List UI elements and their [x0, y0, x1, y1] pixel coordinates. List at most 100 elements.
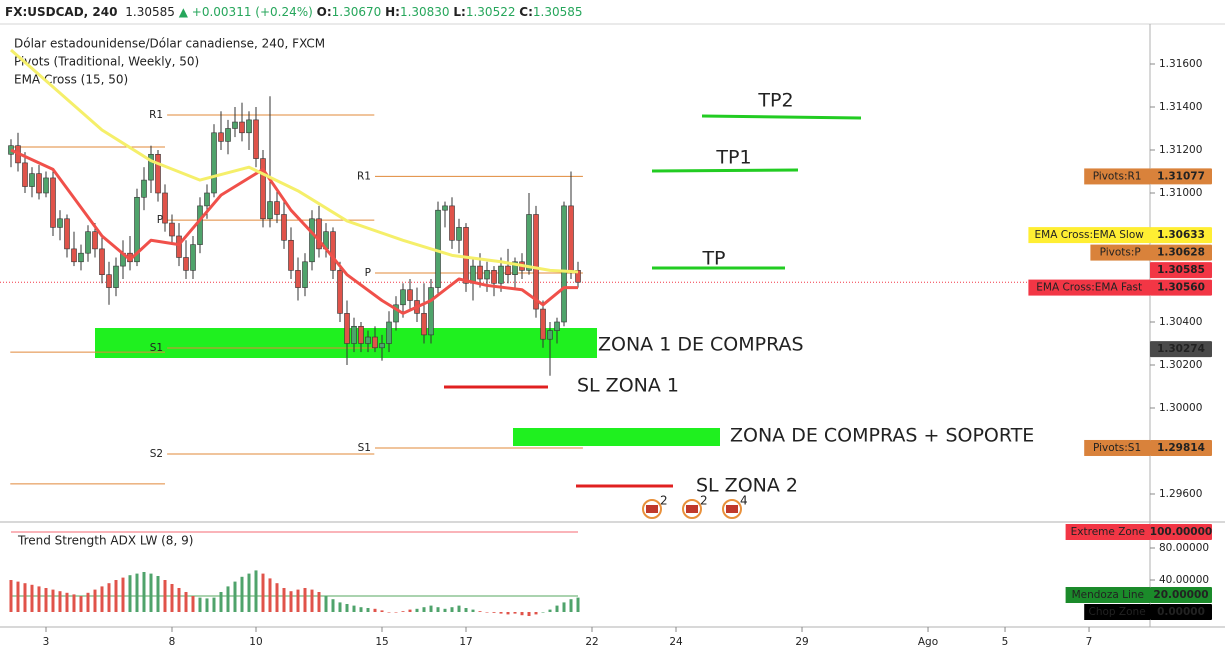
price-tag-value: 1.31077 [1157, 170, 1205, 182]
candle-body [50, 177, 56, 228]
adx-bar [387, 612, 391, 613]
adx-bar [450, 607, 454, 612]
y-tick-label: 40.00000 [1159, 574, 1209, 586]
price-tag-name-box [1028, 279, 1150, 296]
price-tag-name-box [1084, 604, 1150, 620]
adx-bar [44, 588, 48, 612]
pivot-label: S1 [150, 342, 163, 354]
adx-bar [114, 580, 118, 612]
y-tick-label: 1.30200 [1159, 359, 1202, 371]
candle-body [568, 205, 574, 271]
price-tag [1150, 604, 1212, 620]
candle-body [484, 270, 490, 280]
event-count: 2 [700, 494, 708, 508]
candle-body [365, 336, 371, 344]
pivot-label: R1 [149, 109, 163, 121]
x-tick-label: 8 [169, 636, 176, 648]
candle-body [253, 119, 259, 159]
adx-bar [338, 602, 342, 612]
candle-body [512, 261, 518, 275]
pivot-label: P [365, 267, 371, 279]
candle-body [85, 231, 91, 254]
price-tag [1150, 262, 1212, 279]
adx-bar [296, 589, 300, 612]
adx-bar [142, 572, 146, 612]
y-tick-label: 1.30000 [1159, 402, 1202, 414]
ohlc-value: 1.30670 [332, 5, 382, 19]
event-count: 2 [660, 494, 668, 508]
y-tick-label: 1.31600 [1159, 58, 1202, 70]
candle-body [533, 214, 539, 310]
adx-bar [163, 580, 167, 612]
adx-bar [261, 573, 265, 612]
candle-body [141, 179, 147, 198]
price-tag [1150, 168, 1212, 185]
legend-entry: Dólar estadounidense/Dólar canadiense, 2… [14, 37, 325, 51]
adx-bar [485, 612, 489, 613]
y-tick-label: 1.31200 [1159, 144, 1202, 156]
ohlc-label: H: [385, 5, 400, 19]
candle-body [344, 313, 350, 344]
candle-body [113, 265, 119, 288]
y-tick-label: 80.00000 [1159, 542, 1209, 554]
target-line [651, 168, 799, 173]
adx-bar [576, 597, 580, 612]
legend-entry: Pivots (Traditional, Weekly, 50) [14, 55, 199, 69]
adx-bar [51, 589, 55, 612]
candle-body [176, 235, 182, 258]
x-tick-label: 17 [459, 636, 472, 648]
adx-bar [415, 608, 419, 612]
candle-body [197, 205, 203, 245]
candle-body [22, 162, 28, 187]
legend-entry: EMA Cross (15, 50) [14, 73, 128, 87]
adx-bar [156, 576, 160, 612]
price-tag-value: 0.00000 [1157, 606, 1205, 618]
symbol: FX:USDCAD, 240 [5, 5, 117, 19]
adx-bar [205, 598, 209, 612]
adx-bar [359, 607, 363, 612]
candle-body [449, 205, 455, 241]
adx-bar [198, 597, 202, 612]
x-tick-label: 29 [795, 636, 808, 648]
candle-body [309, 218, 315, 263]
adx-bar [492, 612, 496, 613]
header: FX:USDCAD, 240 1.30585 ▲ +0.00311 (+0.24… [5, 5, 583, 19]
candle-body [246, 119, 252, 134]
price-tag-name: Chop Zone [1089, 606, 1146, 618]
adx-bar [422, 607, 426, 612]
change: +0.00311 (+0.24%) [192, 5, 313, 19]
price-tag-value: 1.30585 [1157, 264, 1205, 276]
adx-bar [226, 586, 230, 612]
adx-bar [317, 592, 321, 612]
x-tick-label: 10 [249, 636, 262, 648]
candle-body [183, 257, 189, 271]
price-tag-name-box [1090, 244, 1150, 261]
ohlc-label: C: [519, 5, 533, 19]
price-tag [1150, 587, 1212, 603]
adx-bar [394, 612, 398, 613]
adx-bar [310, 589, 314, 612]
candle-body [337, 270, 343, 314]
candle-body [225, 128, 231, 142]
adx-bar [345, 604, 349, 612]
x-tick-label: 3 [43, 636, 50, 648]
adx-bar [527, 612, 531, 616]
adx-bar [373, 608, 377, 612]
candle-body [169, 222, 175, 237]
price-tag-value: 1.29814 [1157, 442, 1205, 454]
adx-bar [23, 583, 27, 612]
candle-body [71, 248, 77, 263]
adx-bar [254, 570, 258, 612]
price-tag-name: Pivots:P [1100, 247, 1141, 259]
adx-bar [16, 581, 20, 612]
event-flag [726, 505, 738, 513]
ohlc-value: 1.30522 [466, 5, 516, 19]
candle-body [386, 321, 392, 344]
adx-bar [128, 575, 132, 612]
candle-body [274, 201, 280, 215]
adx-bar [233, 581, 237, 612]
candle-body [232, 121, 238, 129]
adx-bar [191, 596, 195, 612]
adx-bar [170, 584, 174, 612]
x-tick-label: Ago [918, 636, 938, 648]
